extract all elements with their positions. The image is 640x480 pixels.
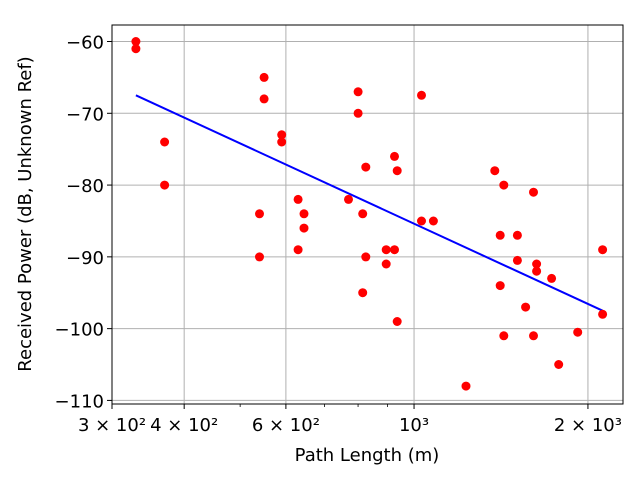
data-point bbox=[361, 162, 371, 172]
data-point bbox=[499, 180, 509, 190]
x-tick-label: 2 × 10³ bbox=[554, 415, 622, 436]
data-point bbox=[255, 209, 264, 219]
data-point bbox=[495, 230, 505, 240]
y-tick-label: −100 bbox=[55, 320, 104, 341]
grid-lines bbox=[112, 25, 623, 404]
x-tick-label: 6 × 10² bbox=[252, 415, 320, 436]
y-axis-title: Received Power (dB, Unknown Ref) bbox=[15, 56, 36, 371]
x-tick-label: 3 × 10² bbox=[78, 415, 146, 436]
data-point bbox=[490, 166, 500, 176]
data-point bbox=[277, 137, 287, 147]
data-point bbox=[160, 137, 170, 147]
data-point bbox=[512, 230, 522, 240]
fit-line bbox=[135, 94, 604, 312]
data-point bbox=[532, 259, 542, 269]
data-point bbox=[547, 273, 557, 283]
data-point bbox=[299, 223, 309, 233]
data-point bbox=[461, 381, 471, 391]
data-point bbox=[358, 288, 368, 298]
data-point bbox=[131, 44, 141, 54]
x-tick-label: 10³ bbox=[399, 415, 429, 436]
data-point bbox=[390, 151, 399, 161]
data-point bbox=[428, 216, 438, 226]
data-point bbox=[259, 72, 269, 82]
data-point bbox=[344, 194, 353, 204]
data-point bbox=[381, 259, 391, 269]
x-tick-label: 4 × 10² bbox=[150, 415, 218, 436]
data-point bbox=[598, 245, 608, 255]
x-axis-title: Path Length (m) bbox=[295, 445, 440, 466]
data-point bbox=[293, 194, 303, 204]
data-point bbox=[255, 252, 264, 262]
plot-frame bbox=[111, 24, 624, 405]
data-point bbox=[512, 255, 522, 265]
y-tick-label: −80 bbox=[66, 176, 104, 197]
y-axis-ticks: −60 −70 −80 −90 −100 −110 bbox=[55, 33, 112, 412]
regression-line bbox=[135, 94, 604, 312]
data-point bbox=[554, 360, 564, 369]
data-point bbox=[259, 94, 269, 104]
data-points bbox=[131, 37, 608, 391]
data-point bbox=[495, 281, 505, 291]
data-point bbox=[358, 209, 368, 219]
data-point bbox=[293, 245, 303, 255]
y-tick-label: −70 bbox=[66, 104, 104, 125]
data-point bbox=[353, 87, 363, 97]
data-point bbox=[392, 166, 402, 176]
data-point bbox=[529, 187, 538, 197]
y-tick-label: −110 bbox=[55, 391, 104, 412]
data-point bbox=[381, 245, 391, 255]
data-point bbox=[353, 108, 363, 118]
y-tick-label: −90 bbox=[66, 248, 104, 269]
data-point bbox=[390, 245, 399, 255]
data-point bbox=[299, 209, 309, 219]
data-point bbox=[521, 302, 531, 312]
data-point bbox=[598, 309, 608, 319]
data-point bbox=[417, 216, 426, 226]
data-point bbox=[532, 266, 542, 276]
x-axis-ticks: 3 × 10² 4 × 10² 6 × 10² 10³ 2 × 10³ bbox=[78, 404, 622, 436]
data-point bbox=[277, 130, 287, 140]
data-point bbox=[131, 37, 141, 46]
data-point bbox=[392, 317, 402, 326]
data-point bbox=[417, 90, 426, 100]
y-tick-label: −60 bbox=[66, 33, 104, 54]
data-point bbox=[529, 331, 538, 341]
data-point bbox=[160, 180, 170, 190]
data-point bbox=[573, 327, 583, 337]
data-point bbox=[499, 331, 509, 341]
data-point bbox=[361, 252, 371, 262]
